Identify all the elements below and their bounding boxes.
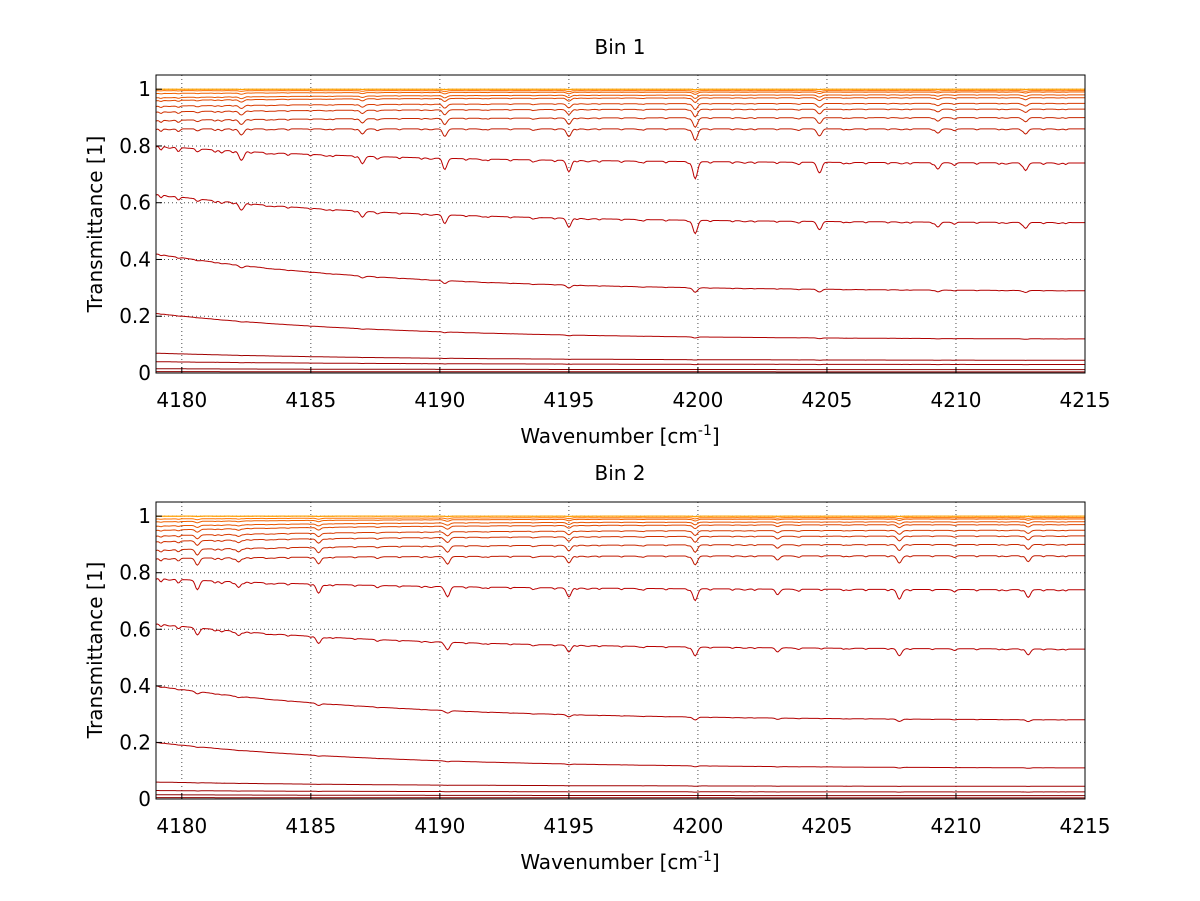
x-tick-label: 4215	[1060, 814, 1111, 838]
series-line	[155, 117, 1085, 129]
x-axis-label: Wavenumber [cm-1]	[520, 423, 719, 448]
series-line	[155, 524, 1085, 533]
series-line	[156, 685, 1085, 723]
y-tick-label: 0.4	[119, 674, 151, 698]
x-tick-label: 4200	[672, 814, 723, 838]
y-tick-label: 0.8	[119, 134, 151, 158]
grid	[156, 75, 1086, 374]
y-tick-label: 0.6	[119, 191, 151, 215]
y-tick-label: 0.2	[119, 730, 151, 754]
y-tick-labels: 0 0.2 0.4 0.6 0.8 1	[119, 504, 162, 811]
x-axis-label-superscript: -1	[698, 423, 712, 439]
series-line	[155, 543, 1086, 556]
y-axis-label: Transmittance [1]	[83, 136, 107, 314]
series-line	[155, 535, 1086, 546]
x-axis-label: Wavenumber [cm-1]	[520, 849, 719, 874]
series-line	[155, 90, 1085, 93]
series-line	[155, 102, 1085, 111]
x-tick-label: 4205	[801, 814, 852, 838]
series-line	[155, 623, 1085, 657]
x-tick-label: 4210	[931, 388, 982, 412]
y-tick-label: 0	[138, 787, 151, 811]
series-line	[155, 521, 1085, 529]
x-tick-label: 4200	[672, 388, 723, 412]
x-tick-label: 4190	[414, 388, 465, 412]
series-line	[155, 194, 1085, 235]
y-tick-label: 0.8	[119, 561, 151, 585]
x-axis-label-end: ]	[712, 850, 720, 874]
series-line	[155, 313, 1085, 340]
y-tick-label: 1	[138, 77, 151, 101]
x-tick-label: 4195	[543, 814, 594, 838]
x-tick-label: 4190	[414, 814, 465, 838]
series-line	[155, 145, 1085, 180]
series-line	[156, 794, 1085, 797]
axes-frame	[155, 501, 1086, 800]
x-axis-label-superscript: -1	[698, 849, 712, 865]
x-axis-label-main: Wavenumber [cm	[520, 424, 698, 448]
y-axis-label: Transmittance [1]	[83, 562, 107, 740]
series-line	[156, 790, 1085, 793]
y-tick-label: 0.6	[119, 617, 151, 641]
series-line	[155, 128, 1086, 142]
x-tick-label: 4185	[285, 814, 336, 838]
series-line	[155, 742, 1085, 769]
x-tick-labels: 4180 4185 4190 4195 4200 4205 4210 4215	[156, 793, 1110, 838]
series-line	[155, 529, 1085, 540]
series-group	[155, 515, 1086, 799]
x-tick-label: 4210	[931, 814, 982, 838]
x-tick-label: 4180	[156, 814, 207, 838]
series-line	[155, 91, 1085, 95]
chart-title: Bin 1	[594, 35, 645, 59]
series-line	[155, 555, 1086, 566]
x-tick-label: 4195	[543, 388, 594, 412]
y-tick-label: 0	[138, 361, 151, 385]
x-tick-labels: 4180 4185 4190 4195 4200 4205 4210 4215	[156, 367, 1110, 412]
x-tick-label: 4205	[801, 388, 852, 412]
panel-bin-1: Bin 1 4180 4185 4190 4195 4200 4205 4210 4215 0…	[83, 35, 1110, 448]
x-tick-label: 4180	[156, 388, 207, 412]
x-tick-label: 4215	[1060, 388, 1111, 412]
series-line	[155, 94, 1085, 100]
series-group	[155, 88, 1086, 373]
series-line	[155, 518, 1085, 524]
series-line	[155, 578, 1085, 602]
series-line	[156, 781, 1085, 787]
y-tick-label: 0.4	[119, 247, 151, 271]
x-tick-label: 4185	[285, 388, 336, 412]
series-line	[156, 361, 1085, 366]
chart-title: Bin 2	[594, 461, 645, 485]
panel-bin-2: Bin 2 4180 4185 4190 4195 4200 4205 4210 4215 0…	[83, 461, 1110, 874]
x-axis-label-end: ]	[712, 424, 720, 448]
y-tick-label: 1	[138, 504, 151, 528]
series-line	[155, 517, 1085, 521]
y-tick-label: 0.2	[119, 304, 151, 328]
axes-frame	[155, 74, 1086, 374]
series-line	[156, 368, 1085, 371]
y-tick-labels: 0 0.2 0.4 0.6 0.8 1	[119, 77, 162, 385]
x-axis-label-main: Wavenumber [cm	[520, 850, 698, 874]
series-line	[156, 352, 1085, 361]
series-line	[155, 108, 1085, 118]
series-line	[155, 97, 1085, 104]
series-line	[156, 253, 1085, 294]
